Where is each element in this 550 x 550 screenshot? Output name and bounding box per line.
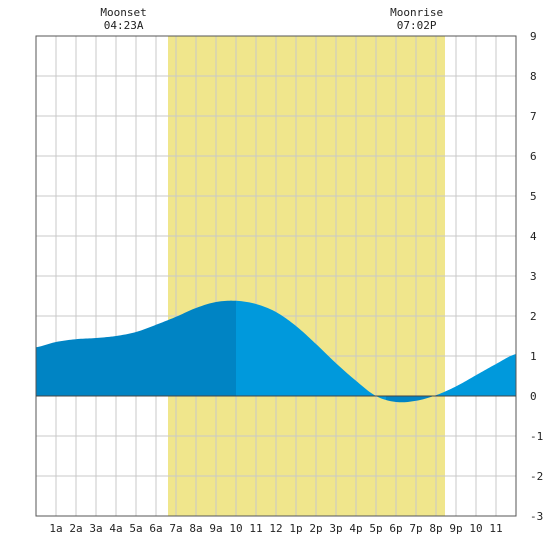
x-tick-label: 7a: [169, 522, 182, 535]
y-tick-label: 9: [530, 30, 537, 43]
x-tick-label: 9p: [449, 522, 462, 535]
x-tick-labels: 1a 2a 3a 4a 5a 6a 7a 8a 9a 10 11 12 1p 2p 3p 4p 5p 6p 7p 8p…: [49, 522, 502, 535]
y-tick-label: -2: [530, 470, 543, 483]
x-tick-label: 6a: [149, 522, 162, 535]
x-tick-label: 4a: [109, 522, 122, 535]
x-tick-label: 4p: [349, 522, 362, 535]
x-tick-label: 1p: [289, 522, 302, 535]
y-tick-label: 5: [530, 190, 537, 203]
axis-lines: [35, 35, 517, 517]
moon-event-time: 04:23A: [104, 19, 144, 32]
y-tick-label: 8: [530, 70, 537, 83]
x-tick-label: 10: [469, 522, 482, 535]
x-tick-label: 8a: [189, 522, 202, 535]
x-tick-label: 7p: [409, 522, 422, 535]
y-tick-label: 2: [530, 310, 537, 323]
x-tick-label: 11: [489, 522, 502, 535]
x-tick-label: 2p: [309, 522, 322, 535]
x-tick-label: 9a: [209, 522, 222, 535]
tide-area-segment: [438, 354, 516, 396]
x-tick-label: 6p: [389, 522, 402, 535]
moon-event-label: Moonrise: [390, 6, 443, 19]
y-tick-label: 1: [530, 350, 537, 363]
moon-event-label: Moonset: [100, 6, 146, 19]
x-tick-label: 10: [229, 522, 242, 535]
x-tick-label: 5p: [369, 522, 382, 535]
x-tick-label: 2a: [69, 522, 82, 535]
y-tick-label: 3: [530, 270, 537, 283]
grid-lines: [35, 35, 517, 517]
y-tick-labels: 9 8 7 6 5 4 3 2 1 0 -1 -2 -3: [530, 30, 543, 523]
y-tick-label: -1: [530, 430, 543, 443]
y-tick-label: 7: [530, 110, 537, 123]
plot-frame: [35, 35, 517, 517]
y-tick-label: 6: [530, 150, 537, 163]
x-tick-label: 3a: [89, 522, 102, 535]
y-tick-label: -3: [530, 510, 543, 523]
y-tick-label: 4: [530, 230, 537, 243]
x-tick-label: 12: [269, 522, 282, 535]
moon-event-time: 07:02P: [397, 19, 437, 32]
y-tick-label: 0: [530, 390, 537, 403]
tide-area-layer: [36, 300, 516, 403]
x-tick-label: 1a: [49, 522, 62, 535]
tide-area-segment: [36, 300, 236, 396]
x-tick-label: 3p: [329, 522, 342, 535]
tide-area-segment: [236, 300, 386, 401]
x-tick-label: 11: [249, 522, 262, 535]
x-tick-label: 5a: [129, 522, 142, 535]
x-tick-label: 8p: [429, 522, 442, 535]
